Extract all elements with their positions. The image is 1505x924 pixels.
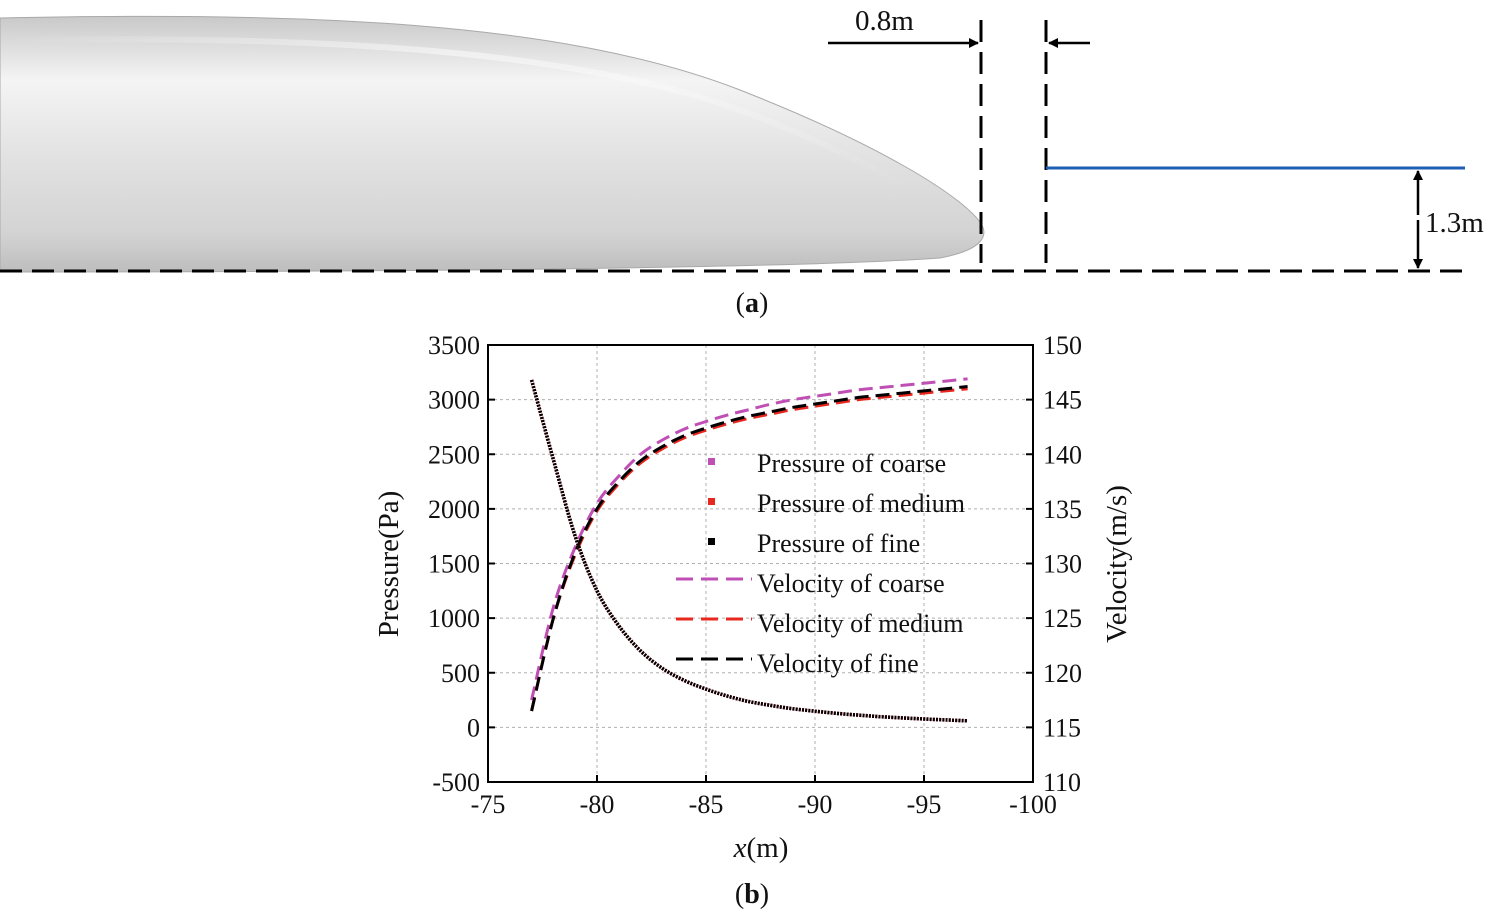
panel-b-label: (b) [735,879,769,910]
series-layer [529,377,968,723]
y-right-tick-label: 120 [1043,659,1082,688]
legend-marker-fine-pressure [708,538,715,545]
legend-item-fine-velocity: Velocity of fine [676,649,919,678]
y-left-tick-label: 1500 [428,550,480,579]
legend-marker-coarse-pressure [708,458,715,465]
train-nose [0,15,985,273]
series-pressure-of-fine [529,379,968,723]
y-right-tick-label: 140 [1043,440,1082,469]
y-right-tick-label: 115 [1043,713,1081,742]
x-tick-label: -85 [689,790,724,819]
y-right-tick-label: 150 [1043,331,1082,360]
series-velocity-of-coarse [530,377,968,701]
y-right-tick-label: 145 [1043,386,1082,415]
legend-item-coarse-velocity: Velocity of coarse [676,569,945,598]
y-right-tick-label: 135 [1043,495,1082,524]
ticks: -75 -80 -85 -90 -95 -100 -500 0 500 1000 1500 2000 2… [428,331,1082,819]
y-left-tick-label: 0 [467,713,480,742]
y-right-tick-label: 130 [1043,550,1082,579]
y-right-tick-label: 110 [1043,768,1081,797]
y-right-tick-label: 125 [1043,604,1082,633]
panel-a-label: (a) [736,288,769,319]
grid [488,345,1033,782]
legend-label-coarse-velocity: Velocity of coarse [757,569,945,598]
x-tick-label: -95 [907,790,942,819]
y-left-tick-label: 1000 [428,604,480,633]
y-left-tick-label: 3500 [428,331,480,360]
y-left-tick-label: 2000 [428,495,480,524]
x-tick-label: -90 [798,790,833,819]
y-left-tick-label: 500 [441,659,480,688]
train-highlight [0,36,922,198]
x-tick-label: -100 [1009,790,1057,819]
series-velocity-of-fine [530,385,968,712]
panel-b: -75 -80 -85 -90 -95 -100 -500 0 500 1000 1500 2000 2… [373,331,1133,910]
y-left-tick-label: -500 [432,768,480,797]
legend-item-medium-velocity: Velocity of medium [676,609,964,638]
legend-label-fine-pressure: Pressure of fine [757,529,920,558]
y-left-tick-label: 2500 [428,440,480,469]
panel-a: 0.8m 1.3m (a) [0,5,1484,319]
legend-label-coarse-pressure: Pressure of coarse [757,449,946,478]
legend-label-fine-velocity: Velocity of fine [757,649,919,678]
y-left-tick-label: 3000 [428,386,480,415]
legend-label-medium-pressure: Pressure of medium [757,489,965,518]
legend-marker-medium-pressure [708,498,715,505]
y-right-title: Velocity(m/s) [1101,485,1133,643]
dim-gap-label: 0.8m [855,5,914,37]
dim-height-label: 1.3m [1425,207,1484,239]
legend-label-medium-velocity: Velocity of medium [757,609,964,638]
legend: Pressure of coarse Pressure of medium Pr… [676,449,965,678]
legend-item-fine-pressure: Pressure of fine [708,529,920,558]
x-tick-label: -75 [471,790,506,819]
legend-item-medium-pressure: Pressure of medium [708,489,965,518]
y-left-title: Pressure(Pa) [373,491,405,638]
legend-item-coarse-pressure: Pressure of coarse [708,449,946,478]
x-tick-label: -80 [580,790,615,819]
x-axis-title: x(m) [733,832,789,864]
